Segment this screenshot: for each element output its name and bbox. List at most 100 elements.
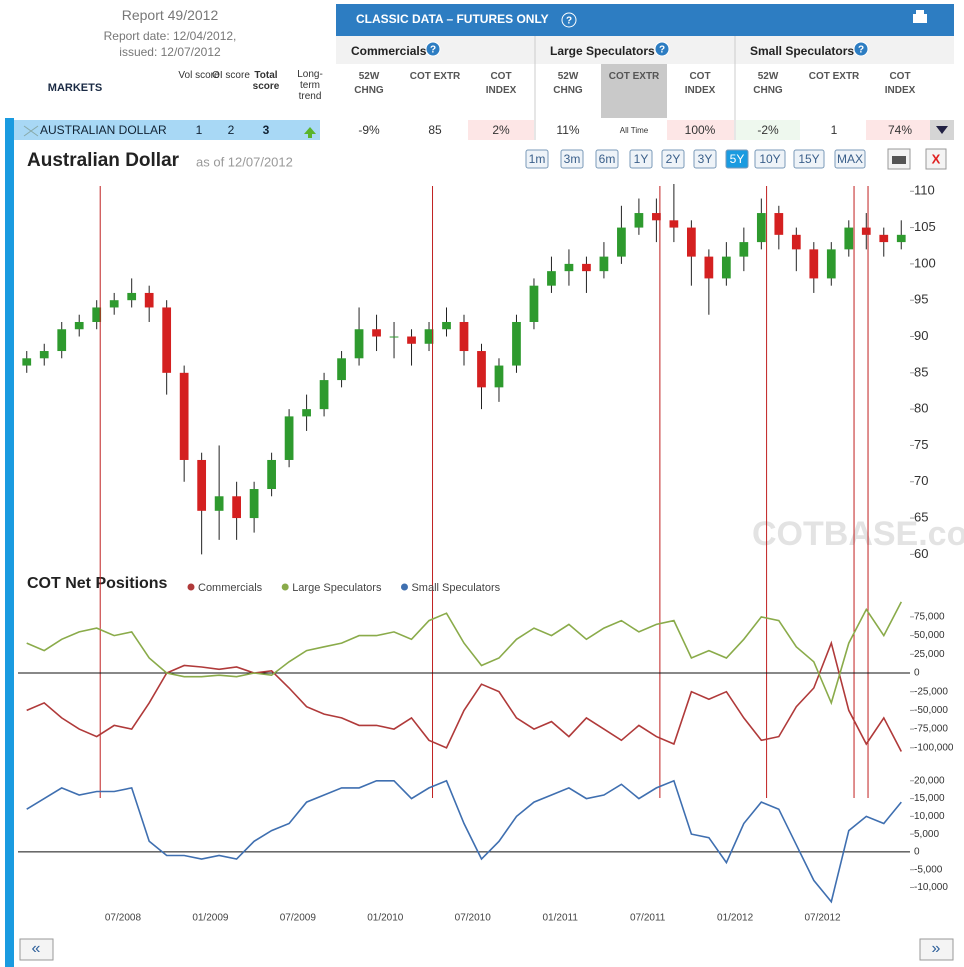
cell: 2% <box>492 123 510 137</box>
candle-body <box>756 213 766 243</box>
range-label[interactable]: 5Y <box>730 152 745 166</box>
help-mark: ? <box>659 45 665 56</box>
column-header: OI score <box>212 70 250 81</box>
x-tick-label: 01/2011 <box>542 913 578 924</box>
y-tick-label: 25,000 <box>914 649 945 660</box>
row-highlight <box>14 120 320 140</box>
candle-body <box>617 227 626 257</box>
help-mark: ? <box>430 45 436 56</box>
candle-body <box>879 234 889 243</box>
print-icon[interactable] <box>913 10 927 23</box>
banner <box>336 4 954 36</box>
candle-body <box>354 329 364 359</box>
y-tick-label: -5,000 <box>914 864 943 875</box>
range-label[interactable]: 3m <box>564 152 581 166</box>
candle-body <box>92 307 102 322</box>
range-button[interactable] <box>661 149 685 169</box>
candle-body <box>74 321 84 330</box>
candle-body <box>634 213 644 228</box>
legend-label: Commercials <box>198 582 263 594</box>
candle-body <box>127 292 137 301</box>
legend-marker <box>281 583 289 591</box>
print-button[interactable] <box>887 148 911 170</box>
candle-body <box>39 351 49 359</box>
range-button[interactable] <box>693 149 717 169</box>
candle-body <box>791 234 801 250</box>
next-button[interactable] <box>919 938 954 961</box>
range-label[interactable]: 1m <box>529 152 546 166</box>
y-tick-label: 75,000 <box>914 612 945 623</box>
range-button[interactable] <box>560 149 584 169</box>
candle-body <box>547 271 556 286</box>
range-label[interactable]: 15Y <box>798 152 819 166</box>
y-tick-label: 20,000 <box>914 775 945 786</box>
range-label[interactable]: MAX <box>837 152 863 166</box>
range-label[interactable]: 3Y <box>698 152 713 166</box>
cell: 1 <box>830 123 838 137</box>
candle-body <box>512 321 521 366</box>
watermark: COTBASE.com <box>752 515 964 553</box>
column-header: COT EXTR <box>808 71 860 82</box>
cell: -9% <box>358 123 380 137</box>
candle-body <box>652 213 661 221</box>
close-button[interactable] <box>925 148 947 170</box>
prev-button[interactable] <box>19 938 54 961</box>
cell-bg <box>468 120 534 140</box>
y-tick-label: -10,000 <box>914 882 948 893</box>
range-label[interactable]: 1Y <box>634 152 649 166</box>
legend-label: Large Speculators <box>292 582 382 594</box>
group-name: Large Speculators <box>550 44 655 58</box>
cell: 74% <box>887 123 913 137</box>
report-date: Report date: 12/04/2012, <box>103 29 237 43</box>
column-header: Vol score <box>178 70 220 81</box>
help-icon <box>853 41 869 57</box>
range-button[interactable] <box>525 149 549 169</box>
y-tick-label: -25,000 <box>914 686 948 697</box>
legend-label: Small Speculators <box>411 582 500 594</box>
range-button[interactable] <box>834 149 866 169</box>
range-label[interactable]: 2Y <box>666 152 681 166</box>
y-tick-label: 65 <box>914 510 928 525</box>
candle-body <box>22 358 32 366</box>
candle-body <box>687 227 696 257</box>
cell: All Time <box>619 126 649 135</box>
candle-body <box>704 256 714 279</box>
help-icon <box>654 41 670 57</box>
candle-body <box>214 496 224 511</box>
candle-body <box>477 351 486 388</box>
next-label[interactable]: » <box>932 940 941 957</box>
side-strip <box>5 118 14 967</box>
range-button[interactable] <box>793 149 825 169</box>
range-button[interactable] <box>725 149 749 169</box>
y-tick-label: 85 <box>914 364 928 379</box>
range-label[interactable]: 6m <box>599 152 616 166</box>
y-tick-label: -100,000 <box>914 742 954 753</box>
column-header: 52W CHNG <box>553 71 583 96</box>
help-mark: ? <box>858 45 864 56</box>
candle-body <box>302 409 311 417</box>
close-label[interactable]: X <box>932 151 941 166</box>
cell-bg <box>866 120 930 140</box>
cell-bg <box>736 120 800 140</box>
series-line <box>26 601 903 706</box>
range-button[interactable] <box>754 149 786 169</box>
cell-bg <box>667 120 734 140</box>
legend-marker <box>400 583 408 591</box>
x-tick-label: 07/2009 <box>280 913 317 924</box>
y-tick-label: -50,000 <box>914 705 948 716</box>
prev-label[interactable]: « <box>32 940 41 957</box>
candle-body <box>564 263 574 272</box>
x-tick-label: 07/2008 <box>105 913 142 924</box>
range-button[interactable] <box>629 149 653 169</box>
y-tick-label: 110 <box>914 183 935 198</box>
selected-column <box>601 64 667 118</box>
candle-body <box>337 358 346 381</box>
score: 2 <box>227 123 235 137</box>
candle-body <box>826 249 836 279</box>
cell: 85 <box>428 123 442 137</box>
chart-title: Australian Dollar <box>27 150 180 171</box>
score: 1 <box>195 123 203 137</box>
range-button[interactable] <box>595 149 619 169</box>
range-label[interactable]: 10Y <box>759 152 780 166</box>
